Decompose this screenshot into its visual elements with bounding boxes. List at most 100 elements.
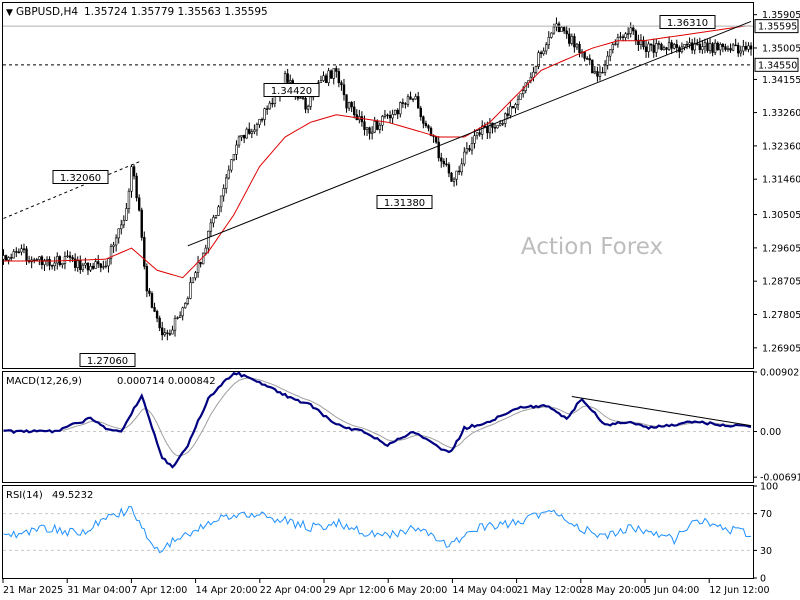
candle	[706, 39, 709, 53]
candle	[570, 33, 574, 46]
candle	[729, 43, 732, 53]
rsi-value: 49.5232	[52, 490, 93, 501]
candle	[329, 69, 333, 79]
x-tick-label: 29 Apr 12:00	[324, 585, 386, 596]
price-tick-label: 1.34155	[762, 75, 800, 86]
dashed-trendline	[3, 160, 142, 219]
candle	[647, 41, 650, 58]
candle	[542, 47, 545, 56]
candle	[463, 147, 466, 167]
macd-tick-label: 0.00902	[760, 368, 799, 379]
candle	[171, 325, 174, 335]
candle	[447, 162, 451, 178]
price-tag-last	[754, 19, 799, 34]
candle	[596, 66, 599, 82]
candle	[217, 204, 220, 216]
candle	[606, 51, 609, 70]
candle	[97, 254, 100, 268]
candle	[222, 184, 225, 202]
candle	[417, 91, 420, 109]
candle	[660, 42, 663, 51]
candle	[621, 34, 625, 42]
candle	[560, 26, 563, 33]
candle	[588, 54, 591, 66]
candle	[140, 207, 143, 241]
candle	[153, 302, 156, 313]
candle	[514, 102, 517, 114]
price-panel-frame	[2, 2, 754, 369]
candle	[642, 36, 645, 50]
candle	[724, 43, 727, 52]
candle	[163, 328, 166, 337]
candle	[104, 260, 108, 269]
candle	[178, 311, 182, 319]
candle	[591, 59, 594, 74]
candle	[703, 38, 707, 54]
candle	[209, 218, 213, 237]
candle	[719, 42, 722, 56]
candle	[117, 228, 120, 244]
candle	[414, 93, 417, 100]
candle	[161, 321, 164, 341]
candle	[713, 39, 717, 56]
candle	[381, 115, 384, 131]
x-tick-label: 6 May 20:00	[388, 585, 447, 596]
candle	[61, 262, 64, 269]
candle	[332, 68, 335, 85]
candle	[693, 37, 696, 55]
x-tick-label: 12 Jun 12:00	[709, 585, 769, 596]
dropdown-arrow-icon[interactable]: ▼	[6, 8, 13, 18]
candle	[634, 29, 638, 45]
candle	[155, 309, 159, 323]
candle	[386, 113, 389, 119]
rsi-panel-frame	[2, 485, 754, 579]
rsi-line	[3, 506, 752, 554]
price-series	[2, 17, 753, 341]
candle	[440, 152, 443, 168]
candle	[578, 41, 581, 58]
candle	[611, 42, 614, 54]
candle	[35, 257, 38, 261]
candle	[519, 93, 522, 100]
macd-panel-frame	[2, 371, 754, 483]
candle	[12, 249, 15, 259]
candle	[473, 129, 476, 149]
candle	[27, 255, 31, 264]
candle	[383, 110, 387, 119]
price-tick-label: 1.33260	[762, 108, 800, 119]
candle	[678, 45, 681, 59]
candle	[516, 95, 520, 111]
candle	[575, 42, 579, 50]
x-tick-label: 21 Mar 2025	[3, 585, 63, 596]
candle	[145, 263, 149, 298]
candle	[240, 135, 243, 142]
candle	[667, 36, 671, 51]
candle	[340, 80, 343, 91]
candle	[573, 33, 576, 53]
candle	[263, 107, 266, 126]
x-tick-label: 14 Apr 20:00	[196, 585, 258, 596]
candle	[506, 107, 510, 120]
candle	[20, 244, 23, 256]
candle	[455, 170, 458, 186]
candle	[132, 164, 136, 180]
candle	[603, 60, 607, 76]
candle	[422, 115, 425, 129]
candle	[76, 256, 79, 272]
candle	[670, 39, 673, 54]
candle	[475, 132, 479, 140]
candle	[511, 105, 515, 109]
candle	[265, 105, 269, 115]
candle	[112, 241, 115, 253]
rsi-tick-label: 70	[760, 509, 772, 520]
candle	[189, 276, 192, 300]
price-tick-label: 1.29605	[762, 243, 800, 254]
candle	[120, 219, 123, 235]
candle	[424, 120, 428, 128]
candle	[109, 243, 113, 265]
price-tick-label: 1.35905	[762, 10, 800, 21]
candle	[127, 188, 131, 214]
candle	[107, 258, 110, 273]
candle	[478, 127, 481, 137]
candle	[368, 126, 371, 140]
